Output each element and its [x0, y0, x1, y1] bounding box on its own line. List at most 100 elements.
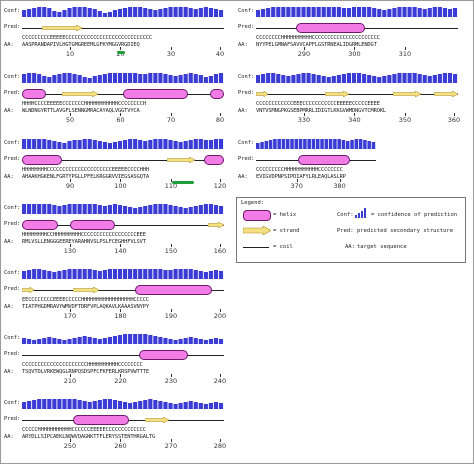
- position-number: 100: [114, 182, 127, 190]
- legend-helix-swatch: [243, 210, 271, 221]
- confidence-bar: [407, 73, 412, 83]
- confidence-bar: [107, 399, 112, 409]
- position-number: 190: [164, 312, 178, 320]
- confidence-bar: [107, 143, 112, 149]
- confidence-bar: [203, 140, 208, 149]
- structure-track: [22, 285, 224, 295]
- confidence-bar: [27, 9, 32, 17]
- strand-arrow: [324, 91, 349, 97]
- tick-mark: [354, 113, 356, 116]
- position-number: 340: [348, 116, 361, 124]
- position-number: 290: [297, 50, 311, 58]
- confidence-bars: [22, 73, 224, 83]
- confidence-bar: [57, 399, 62, 409]
- confidence-bar: [138, 334, 143, 344]
- confidence-bar: [203, 204, 208, 214]
- confidence-bar: [77, 400, 82, 409]
- prediction-block: Conf: Pred: AA: CCCCCCCCCCCCCCCCCCCCCHHHHHH…: [4, 333, 227, 389]
- confidence-bar: [198, 75, 203, 83]
- legend-title: Legend:: [241, 200, 265, 206]
- confidence-bar: [123, 334, 128, 344]
- confidence-bar: [42, 399, 47, 409]
- confidence-bar: [316, 75, 321, 83]
- position-number: 210: [63, 377, 77, 385]
- confidence-bar: [67, 399, 72, 409]
- confidence-bar: [72, 74, 77, 83]
- confidence-bar: [37, 399, 42, 409]
- confidence-bar: [193, 402, 198, 409]
- prediction-block: Conf: Pred: AA: CCCCCCCCHHHHHHHHHHCCCCCCCCC…: [238, 6, 458, 62]
- confidence-bar: [148, 140, 153, 149]
- confidence-bar: [198, 139, 203, 149]
- highlight-mark: [117, 51, 125, 54]
- confidence-bar: [363, 140, 367, 149]
- prediction-block: Conf: Pred: AA: CCCCCCCCCHHHHHHHHHHHCCCCCCC…: [238, 138, 458, 194]
- confidence-bar: [336, 75, 341, 83]
- confidence-bar: [107, 73, 112, 83]
- confidence-bar: [67, 204, 72, 214]
- tick-mark: [69, 374, 71, 377]
- confidence-bar: [193, 206, 198, 214]
- coil-line: [22, 28, 224, 29]
- confidence-bar: [97, 75, 102, 83]
- confidence-bar: [22, 338, 27, 344]
- confidence-bar: [47, 8, 52, 17]
- confidence-bar: [52, 338, 57, 344]
- confidence-bar: [82, 139, 87, 149]
- confidence-bar: [442, 73, 447, 83]
- position-number: 230: [164, 377, 178, 385]
- confidence-bar: [32, 340, 37, 344]
- confidence-bar: [256, 10, 261, 17]
- confidence-bar: [178, 75, 183, 83]
- predicted-structure-string: CCCCCCCCCHHHHHHHHHHHCCCCCCCC: [256, 167, 343, 173]
- confidence-bar: [163, 139, 168, 149]
- confidence-bar: [427, 76, 432, 83]
- row-label-pred: Pred:: [4, 351, 21, 357]
- confidence-bar: [37, 339, 42, 344]
- confidence-bar: [72, 338, 77, 344]
- confidence-bar: [37, 139, 42, 149]
- confidence-bar: [377, 9, 382, 17]
- row-label-aa: AA:: [238, 174, 248, 180]
- confidence-bar: [351, 73, 357, 83]
- prediction-block: Conf: Pred: AA: CCCCCCCCCEEEEECCCCCCCCCCCCC…: [4, 6, 224, 62]
- position-ticks: 370 380: [256, 179, 376, 190]
- position-ticks: 170 180 190 200: [22, 309, 226, 320]
- tick-mark: [170, 309, 172, 312]
- confidence-bar: [173, 141, 178, 149]
- position-number: 330: [297, 116, 311, 124]
- tick-mark: [69, 439, 71, 442]
- confidence-bar: [47, 337, 52, 344]
- confidence-bar: [173, 7, 178, 17]
- confidence-bar: [47, 140, 52, 149]
- confidence-bar: [82, 401, 87, 409]
- confidence-bar: [158, 9, 163, 17]
- confidence-bar: [128, 73, 133, 83]
- confidence-bar: [387, 75, 392, 83]
- position-number: 240: [213, 377, 227, 385]
- confidence-bar: [437, 7, 442, 17]
- confidence-bar: [268, 140, 273, 149]
- confidence-bar: [117, 141, 123, 149]
- confidence-bar: [77, 337, 82, 344]
- confidence-bar: [112, 400, 118, 409]
- tick-mark: [220, 113, 221, 116]
- position-number: 220: [114, 377, 127, 385]
- confidence-bar: [208, 76, 213, 83]
- confidence-bar: [62, 10, 67, 17]
- confidence-bar: [173, 76, 178, 83]
- confidence-bar: [218, 10, 224, 17]
- confidence-bar: [336, 7, 341, 17]
- confidence-bar: [143, 141, 148, 149]
- confidence-bar: [296, 7, 301, 17]
- confidence-bar: [402, 73, 407, 83]
- position-number: 300: [348, 50, 361, 58]
- predicted-structure-string: EECCCCCCCCEEEECCCCCHHHHHHHHHHHHHHHHHCCCC…: [22, 297, 149, 303]
- tick-mark: [120, 47, 122, 50]
- confidence-bar: [417, 8, 422, 17]
- confidence-bar: [123, 402, 128, 409]
- confidence-bar: [148, 399, 153, 409]
- confidence-bar: [102, 206, 107, 214]
- confidence-bar: [133, 7, 138, 17]
- confidence-bar: [77, 140, 82, 149]
